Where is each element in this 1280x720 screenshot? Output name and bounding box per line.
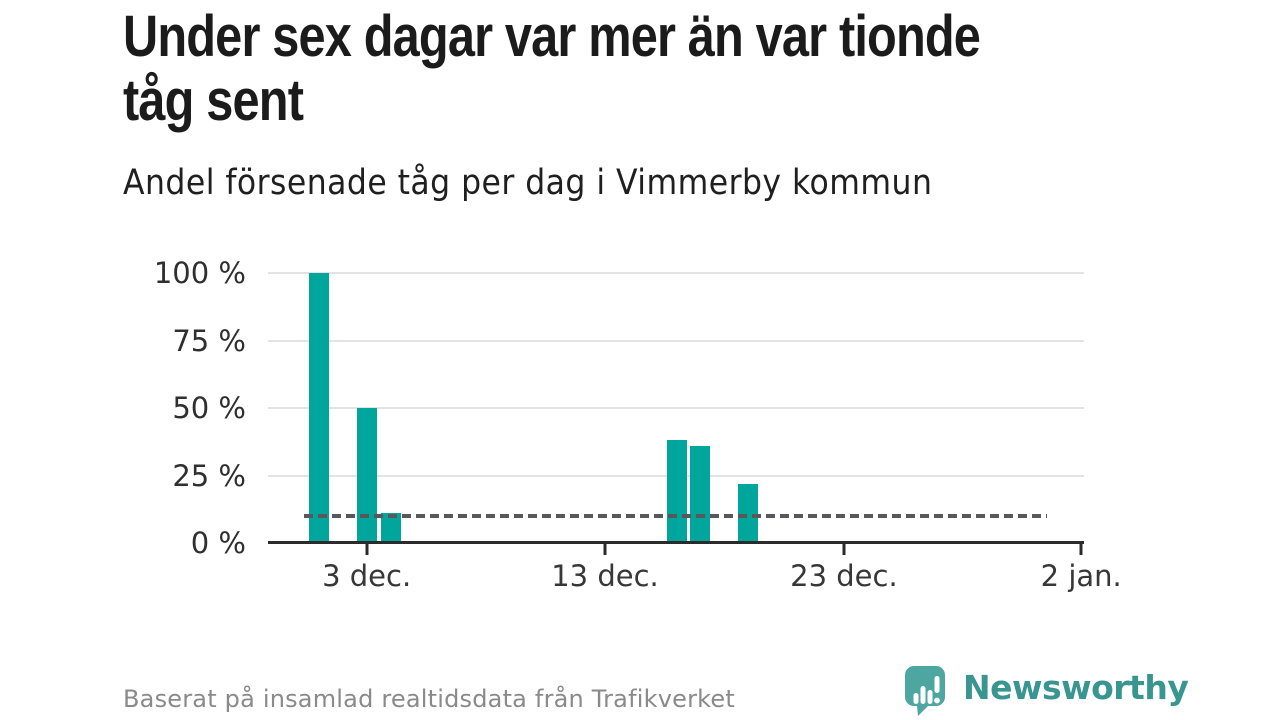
- y-axis-label: 75 %: [172, 323, 246, 358]
- y-axis-label: 0 %: [190, 526, 246, 560]
- newsworthy-logo: Newsworthy: [902, 664, 1189, 716]
- bar-1dec: [309, 273, 330, 543]
- source-note: Baserat på insamlad realtidsdata från Tr…: [123, 685, 735, 713]
- gridline-100: [268, 272, 1084, 274]
- logo-bar-tall: [920, 686, 926, 704]
- chart-subtitle: Andel försenade tåg per dag i Vimmerby k…: [123, 163, 933, 203]
- y-axis-label: 100 %: [153, 256, 246, 290]
- gridline-50: [268, 407, 1084, 409]
- plot-area: 3 dec. 13 dec. 23 dec. 2 jan.: [268, 272, 1122, 593]
- newsworthy-logo-text: Newsworthy: [963, 667, 1189, 707]
- x-axis-tick: [365, 543, 369, 555]
- y-axis: 0 % 25 % 50 % 75 % 100 %: [100, 258, 246, 558]
- x-axis-label: 3 dec.: [322, 559, 412, 593]
- bar-16dec: [666, 440, 687, 543]
- logo-bar-short: [913, 693, 919, 704]
- x-axis-label: 23 dec.: [790, 559, 898, 593]
- reference-line-10pct: [303, 514, 1048, 518]
- y-axis-label: 50 %: [172, 391, 246, 425]
- bar-17dec: [690, 445, 711, 543]
- x-axis-line: [268, 541, 1084, 544]
- bar-3dec: [356, 408, 377, 543]
- bar-19dec: [738, 483, 758, 543]
- page-title: Under sex dagar var mer än var tionde: [123, 4, 981, 69]
- newsworthy-logo-icon: [905, 666, 945, 716]
- logo-exclamation-line: [934, 676, 940, 693]
- logo-exclamation-dot: [934, 697, 940, 704]
- x-axis-label: 13 dec.: [551, 559, 659, 593]
- x-axis-tick: [603, 543, 607, 555]
- x-axis-tick: [842, 543, 846, 555]
- gridline-75: [268, 339, 1084, 342]
- logo-bar-medium: [927, 690, 933, 704]
- bar-4dec: [380, 513, 401, 543]
- y-axis-label: 25 %: [172, 458, 246, 493]
- x-axis-tick: [1079, 543, 1083, 555]
- page-title-line2: tåg sent: [123, 68, 304, 133]
- x-axis-label: 2 jan.: [1040, 559, 1122, 593]
